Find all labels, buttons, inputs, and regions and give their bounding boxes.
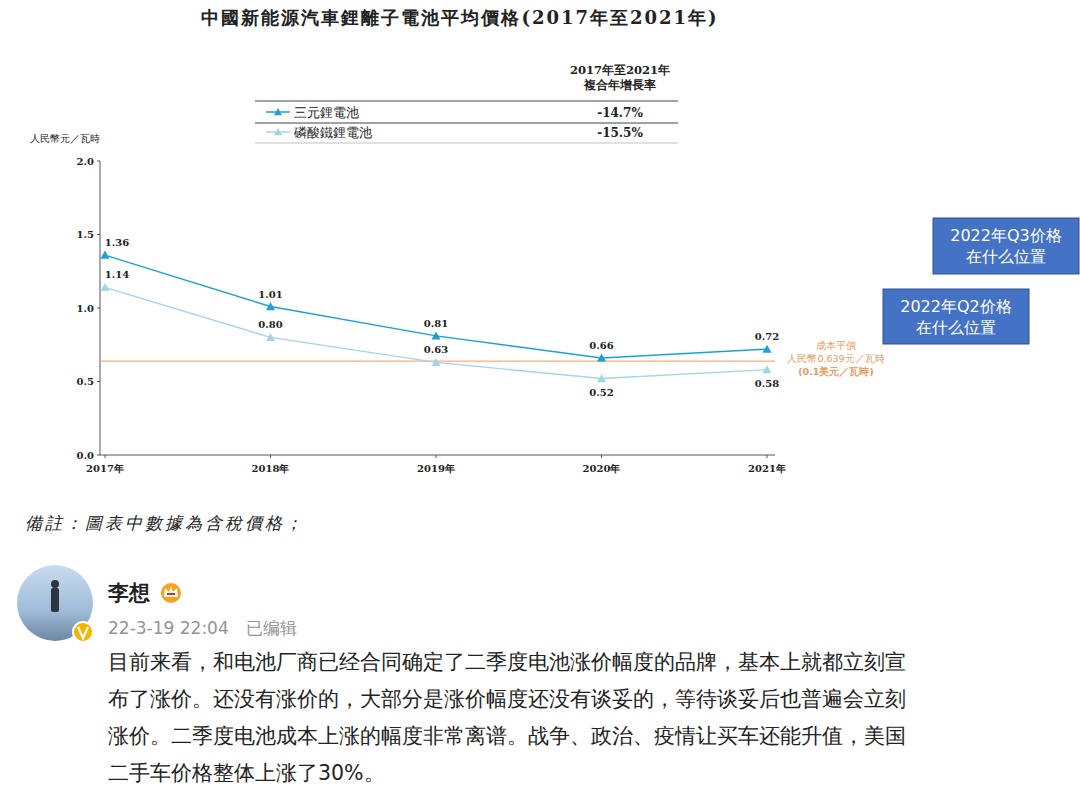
verified-badge	[73, 622, 93, 642]
data-label: 1.36	[105, 237, 129, 248]
callout-text: 2022年Q3价格	[950, 226, 1062, 245]
y-tick	[97, 381, 100, 382]
x-tick	[436, 455, 437, 458]
legend-rule	[255, 101, 678, 102]
series-marker	[266, 333, 275, 341]
series-marker	[432, 358, 441, 366]
y-tick	[97, 234, 100, 235]
post-author: 李想	[107, 581, 150, 605]
series-marker	[432, 331, 441, 339]
x-tick	[270, 455, 271, 458]
reference-label: (0.1美元／瓦時)	[798, 366, 874, 377]
post-edited: 已编辑	[246, 618, 297, 638]
y-tick	[97, 308, 100, 309]
callout-text: 2022年Q2价格	[900, 297, 1012, 316]
series-line	[105, 255, 767, 358]
x-tick	[767, 455, 768, 458]
post: 李想 22-3-19 22:04 已编辑目前来看，和电池厂商已经合同确定了二季度电池…	[17, 565, 906, 785]
page: 中國新能源汽車鋰離子電池平均價格(2017年至2021年) 2017年至2021年…	[0, 0, 1080, 798]
axes: 人民幣元／瓦時 0.0 0.5 1.0 1.5 2.0 2017年 2018年 2019年 202…	[30, 133, 786, 474]
data-label: 0.63	[424, 344, 448, 355]
series-marker	[101, 283, 110, 291]
data-label: 0.72	[755, 331, 779, 342]
legend-cagr: -14.7%	[597, 106, 643, 120]
callout: 2022年Q3价格在什么位置	[933, 218, 1079, 274]
y-tick-label: 2.0	[77, 156, 94, 167]
y-tick-label: 0.5	[77, 376, 94, 387]
data-label: 0.58	[755, 378, 779, 389]
legend-swatch-marker	[274, 108, 282, 115]
post-text: 二手车价格整体上涨了30%。	[108, 761, 385, 785]
legend-title: 複合年增長率	[583, 78, 656, 92]
avatar	[17, 565, 93, 641]
y-tick-label: 1.5	[77, 229, 94, 240]
verified-badge-v	[78, 627, 88, 638]
vip-crown	[164, 586, 178, 597]
legend-swatch-marker	[274, 128, 282, 135]
vip-crown	[167, 593, 175, 595]
callout-text: 在什么位置	[916, 318, 996, 337]
post-text: 涨价。二季度电池成本上涨的幅度非常离谱。战争、政治、疫情让买车还能升值，美国	[108, 724, 906, 748]
x-tick-label: 2018年	[252, 463, 290, 474]
x-tick-label: 2021年	[748, 463, 786, 474]
x-tick	[105, 455, 106, 458]
legend-title: 2017年至2021年	[570, 63, 670, 77]
x-tick	[601, 455, 602, 458]
callout-box	[933, 218, 1079, 274]
legend-rule	[255, 143, 678, 144]
y-axis-label: 人民幣元／瓦時	[30, 133, 100, 144]
legend-cagr: -15.5%	[597, 126, 643, 140]
x-axis	[100, 455, 775, 456]
series-marker	[763, 365, 772, 373]
reference-label: 人民幣0.639元／瓦時	[787, 353, 884, 364]
x-tick-label: 2019年	[417, 463, 455, 474]
x-tick-label: 2017年	[86, 463, 124, 474]
vip-badge	[161, 583, 181, 603]
post-text: 目前来看，和电池厂商已经合同确定了二季度电池涨价幅度的品牌，基本上就都立刻宣	[108, 650, 906, 674]
avatar-figure	[51, 580, 59, 588]
avatar-figure	[51, 588, 59, 612]
callout-box	[883, 289, 1029, 344]
series-marker	[597, 374, 606, 382]
data-label: 0.66	[589, 340, 613, 351]
plot-area	[100, 251, 775, 383]
series-marker	[597, 353, 606, 361]
post-time: 22-3-19 22:04	[108, 618, 229, 638]
legend-rule	[255, 123, 678, 124]
data-label: 0.80	[258, 319, 282, 330]
series-marker	[101, 251, 110, 259]
data-label: 1.01	[258, 289, 282, 300]
title: 中國新能源汽車鋰離子電池平均價格(2017年至2021年)	[201, 7, 718, 28]
data-labels: 1.36 1.01 0.81 0.66 0.72 1.14 0.80 0.63 0.52 0.58	[105, 237, 779, 397]
post-text: 布了涨价。还没有涨价的，大部分是涨价幅度还没有谈妥的，等待谈妥后也普遍会立刻	[108, 687, 906, 711]
y-tick-label: 1.0	[77, 303, 94, 314]
y-tick	[97, 455, 100, 456]
data-label: 1.14	[105, 269, 129, 280]
callout: 2022年Q2价格在什么位置	[883, 289, 1029, 344]
legend-label: 磷酸鐵鋰電池	[293, 125, 372, 140]
legend: 2017年至2021年複合年增長率三元鋰電池 -14.7% 磷酸鐵鋰電池 -15.5%	[255, 63, 678, 143]
series-line	[105, 287, 767, 378]
legend-label: 三元鋰電池	[294, 105, 359, 120]
callout-text: 在什么位置	[966, 247, 1046, 266]
y-tick	[97, 161, 100, 162]
data-label: 0.52	[589, 387, 613, 398]
series-marker	[266, 302, 275, 310]
data-label: 0.81	[424, 318, 448, 329]
x-tick-label: 2020年	[583, 463, 621, 474]
series-marker	[763, 345, 772, 353]
note: 備註：圖表中數據為含稅價格；	[25, 513, 305, 533]
reference-label: 成本平價	[816, 340, 856, 351]
y-tick-label: 0.0	[77, 450, 94, 461]
